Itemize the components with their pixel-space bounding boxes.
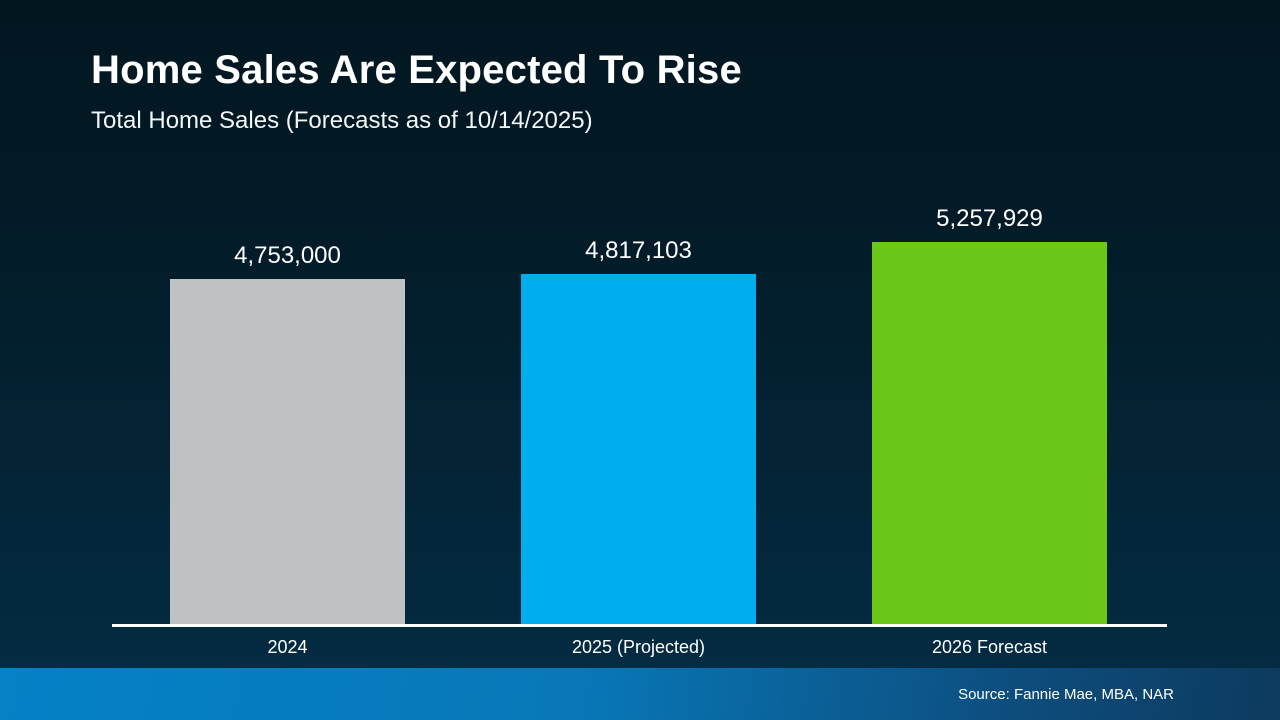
x-axis-line [112, 624, 1167, 627]
x-axis-label-2025: 2025 (Projected) [571, 637, 706, 657]
bar-group-2026: 5,257,929 [872, 205, 1107, 625]
slide-subtitle: Total Home Sales (Forecasts as of 10/14/… [91, 107, 593, 134]
bar-value-label-2025: 4,817,103 [585, 237, 692, 264]
slide-header: Home Sales Are Expected To Rise Total Ho… [91, 48, 742, 135]
source-attribution: Source: Fannie Mae, MBA, NAR [958, 685, 1174, 703]
footer-bar: Source: Fannie Mae, MBA, NAR [0, 668, 1280, 720]
bar-2025 [521, 274, 756, 625]
bar-group-2024: 4,753,000 [170, 242, 405, 625]
bar-2026 [872, 242, 1107, 625]
x-axis-label-2024: 2024 [267, 637, 308, 657]
bar-2024 [170, 279, 405, 625]
bar-value-label-2026: 5,257,929 [936, 205, 1043, 232]
bar-group-2025: 4,817,103 [521, 237, 756, 625]
bar-value-label-2024: 4,753,000 [234, 242, 341, 269]
x-axis-label-2026: 2026 Forecast [931, 637, 1048, 657]
slide-title: Home Sales Are Expected To Rise [91, 48, 742, 92]
